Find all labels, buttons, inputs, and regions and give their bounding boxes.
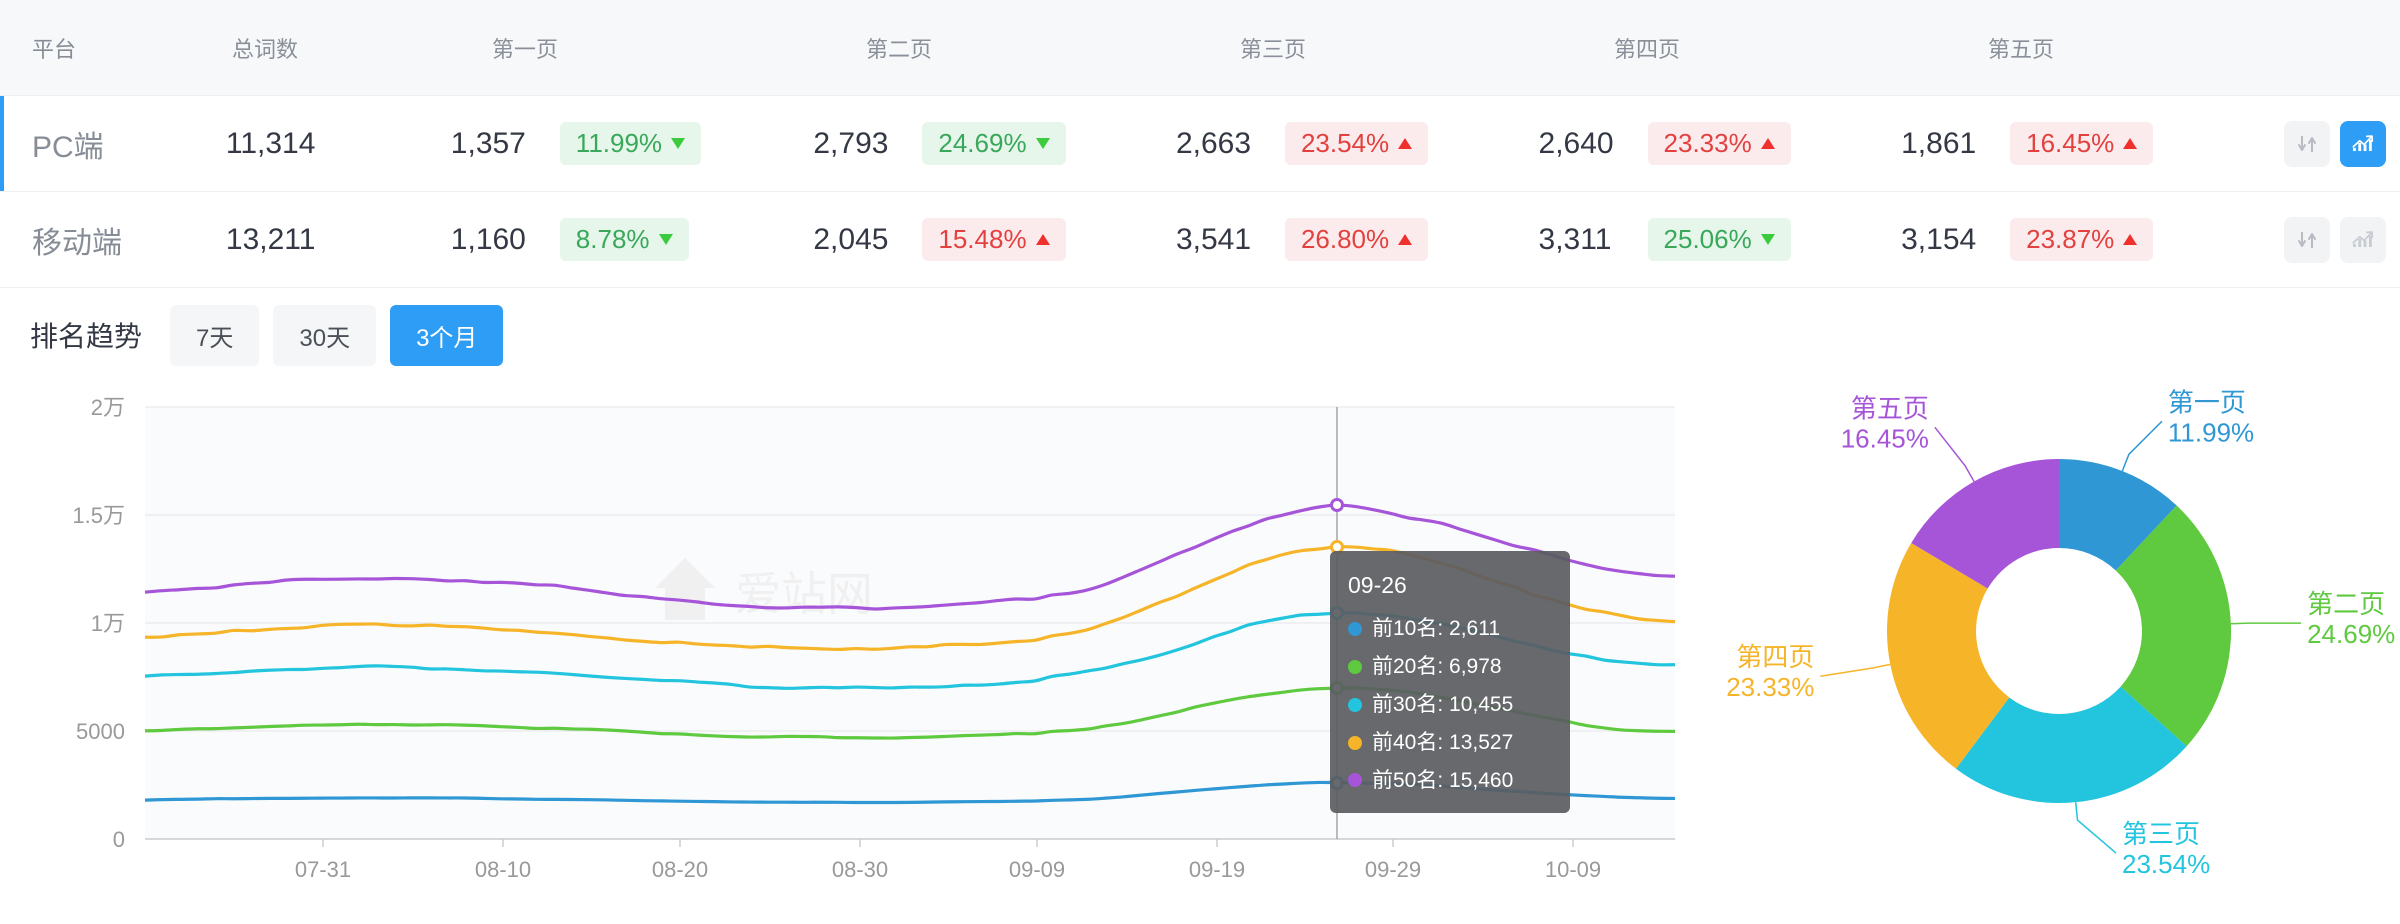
svg-text:11.99%: 11.99% [2168, 417, 2254, 447]
svg-text:23.54%: 23.54% [2122, 849, 2210, 879]
svg-text:08-30: 08-30 [832, 857, 888, 882]
svg-text:2万: 2万 [91, 395, 125, 420]
svg-text:07-31: 07-31 [295, 857, 351, 882]
svg-text:09-29: 09-29 [1365, 857, 1421, 882]
svg-text:第五页: 第五页 [1851, 393, 1929, 423]
svg-text:08-20: 08-20 [652, 857, 708, 882]
svg-text:第四页: 第四页 [1736, 642, 1814, 672]
svg-text:1万: 1万 [91, 611, 125, 636]
svg-text:08-10: 08-10 [475, 857, 531, 882]
svg-text:爱站网: 爱站网 [735, 568, 873, 620]
svg-text:第一页: 第一页 [2168, 387, 2246, 417]
svg-text:5000: 5000 [76, 719, 125, 744]
svg-text:09-09: 09-09 [1009, 857, 1065, 882]
svg-text:23.33%: 23.33% [1726, 672, 1814, 702]
svg-text:16.45%: 16.45% [1841, 423, 1929, 453]
svg-text:第二页: 第二页 [2307, 589, 2385, 619]
svg-text:1.5万: 1.5万 [72, 503, 125, 528]
svg-text:09-19: 09-19 [1189, 857, 1245, 882]
svg-text:10-09: 10-09 [1545, 857, 1601, 882]
svg-text:24.69%: 24.69% [2307, 619, 2395, 649]
svg-text:0: 0 [113, 827, 125, 852]
svg-text:第三页: 第三页 [2122, 819, 2200, 849]
